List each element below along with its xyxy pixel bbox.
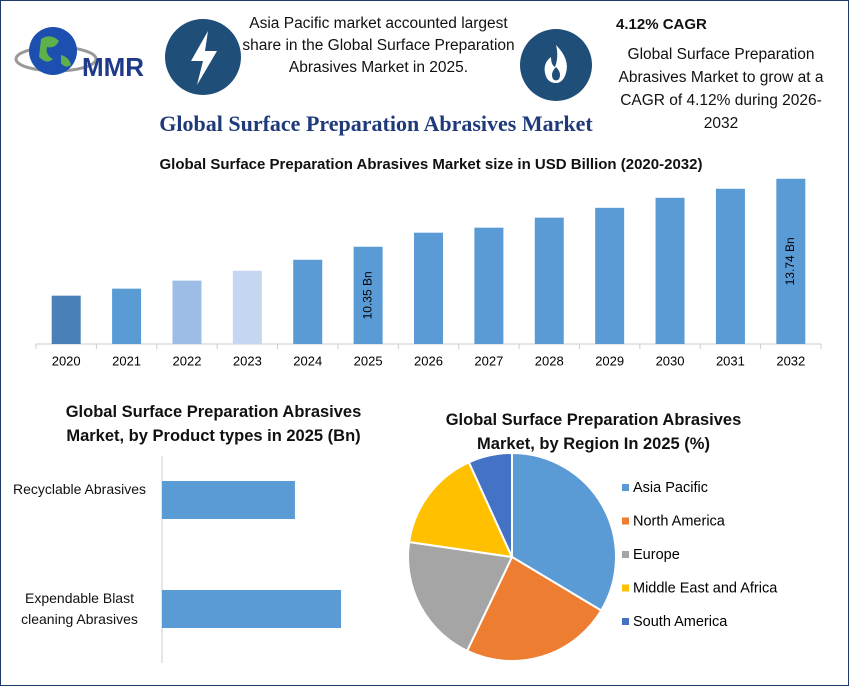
logo-globe <box>14 27 98 75</box>
bar <box>162 481 295 519</box>
region-note: Asia Pacific market accounted largest sh… <box>242 15 515 76</box>
x-tick-label: 2024 <box>293 353 322 368</box>
x-tick-label: 2030 <box>656 353 685 368</box>
bolt-icon <box>165 19 241 95</box>
cagr-note: Global Surface Preparation Abrasives Mar… <box>618 46 824 132</box>
legend-swatch <box>622 618 629 625</box>
value-label: 13.74 Bn <box>783 237 797 285</box>
x-tick-label: 2028 <box>535 353 564 368</box>
hbar-chart-title: Global Surface Preparation Abrasives Mar… <box>65 403 362 445</box>
x-tick-label: 2026 <box>414 353 443 368</box>
pie-slice <box>511 451 617 612</box>
bar <box>162 590 342 628</box>
x-tick-label: 2025 <box>354 353 383 368</box>
pie-slice <box>467 451 513 558</box>
x-tick-label: 2023 <box>233 353 262 368</box>
x-tick-label: 2022 <box>173 353 202 368</box>
bar <box>715 188 745 344</box>
bar <box>112 288 142 344</box>
bar <box>51 295 81 344</box>
bar <box>534 217 564 344</box>
x-tick-label: 2020 <box>52 353 81 368</box>
x-tick-label: 2027 <box>474 353 503 368</box>
pie-slice <box>407 540 514 653</box>
bar <box>595 207 625 344</box>
x-tick-label: 2031 <box>716 353 745 368</box>
bar <box>776 178 806 344</box>
pie-chart-title: Global Surface Preparation Abrasives Mar… <box>445 411 742 453</box>
legend-swatch <box>622 517 629 525</box>
x-tick-label: 2021 <box>112 353 141 368</box>
bar <box>232 270 262 344</box>
logo-text: MMR <box>82 52 144 82</box>
y-tick-label: Expendable Blast cleaning Abrasives <box>21 590 138 627</box>
flame-icon <box>520 29 592 101</box>
y-tick-label: Recyclable Abrasives <box>12 481 147 497</box>
x-tick-label: 2032 <box>776 353 805 368</box>
page-title: Global Surface Preparation Abrasives Mar… <box>159 111 593 136</box>
legend-label: North America <box>633 513 726 529</box>
bar <box>353 246 383 344</box>
legend-swatch <box>622 484 629 491</box>
legend-swatch <box>622 584 629 592</box>
bar <box>414 232 443 344</box>
pie-slice <box>407 461 514 559</box>
bar-chart-title: Global Surface Preparation Abrasives Mar… <box>159 156 703 173</box>
bar <box>293 259 323 344</box>
x-tick-label: 2029 <box>595 353 624 368</box>
legend-swatch <box>622 551 629 558</box>
bar <box>172 280 202 344</box>
legend-label: Europe <box>633 547 680 563</box>
cagr-title: 4.12% CAGR <box>616 16 707 33</box>
legend-label: South America <box>633 614 728 630</box>
legend-label: Asia Pacific <box>633 480 708 496</box>
bar <box>474 227 504 344</box>
legend-label: Middle East and Africa <box>633 580 778 596</box>
bar <box>655 197 685 344</box>
value-label: 10.35 Bn <box>360 271 374 319</box>
